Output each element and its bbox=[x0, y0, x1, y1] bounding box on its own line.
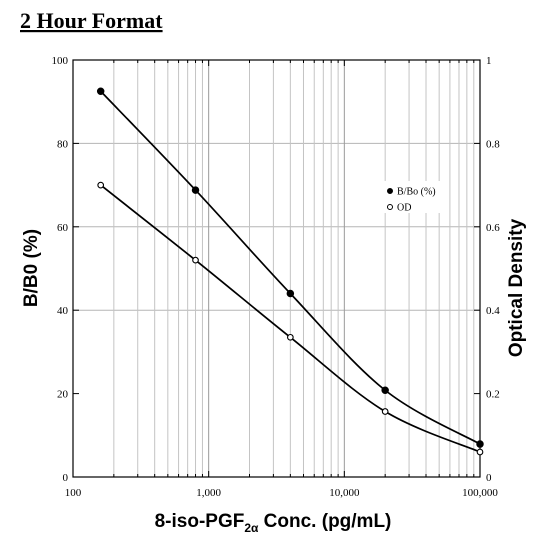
x-axis-label-subscript: 2α bbox=[244, 521, 259, 535]
series-point-2 bbox=[97, 181, 105, 189]
series-point-2 bbox=[381, 408, 389, 415]
series-group bbox=[96, 87, 484, 456]
y-tick-label: 100 bbox=[52, 55, 69, 67]
legend-label-2: OD bbox=[397, 203, 411, 214]
y-axis-label: B/B0 (%) bbox=[21, 229, 42, 307]
series-point-1 bbox=[381, 386, 389, 395]
y2-tick-label: 1 bbox=[486, 55, 492, 67]
legend-marker-2 bbox=[387, 204, 393, 210]
series-point-2 bbox=[286, 333, 294, 341]
y-tick-label: 0 bbox=[63, 472, 69, 484]
legend-label-1: B/Bo (%) bbox=[397, 187, 436, 198]
y-tick-label: 20 bbox=[57, 389, 69, 401]
x-tick-label: 10,000 bbox=[329, 487, 360, 499]
y2-tick-label: 0.4 bbox=[486, 305, 500, 317]
chart-title: 2 Hour Format bbox=[20, 8, 163, 33]
series-point-2 bbox=[476, 448, 484, 456]
x-tick-label: 1,000 bbox=[196, 487, 221, 499]
x-axis-label-suffix: Conc. (pg/mL) bbox=[258, 511, 391, 532]
y-tick-label: 80 bbox=[57, 138, 69, 150]
plot-area-frame bbox=[72, 59, 481, 478]
y2-axis-label: Optical Density bbox=[506, 218, 527, 357]
x-axis-label: 8-iso-PGF2α Conc. (pg/mL) bbox=[155, 511, 392, 535]
y2-tick-label: 0.8 bbox=[486, 138, 500, 150]
series-point-2 bbox=[192, 256, 199, 264]
y2-tick-label: 0.6 bbox=[486, 222, 500, 234]
y-tick-label: 40 bbox=[57, 305, 69, 317]
legend: B/Bo (%) OD bbox=[380, 181, 444, 214]
y-tick-label: 60 bbox=[57, 222, 69, 234]
grid bbox=[73, 59, 480, 477]
x-tick-label: 100,000 bbox=[462, 487, 498, 499]
series-point-1 bbox=[286, 289, 295, 298]
series-point-1 bbox=[476, 440, 484, 448]
y2-tick-label: 0 bbox=[486, 472, 492, 484]
y2-tick-label: 0.2 bbox=[486, 389, 500, 401]
x-tick-label: 100 bbox=[65, 487, 82, 499]
legend-marker-1 bbox=[387, 188, 393, 194]
x-axis-label-prefix: 8-iso-PGF bbox=[155, 511, 245, 532]
series-point-1 bbox=[191, 186, 200, 194]
series-point-1 bbox=[96, 87, 105, 96]
axis-ticks: 0 20 40 60 80 100 0 0.2 0.4 0.6 0.8 1 100 1,000 10,000… bbox=[52, 55, 501, 499]
